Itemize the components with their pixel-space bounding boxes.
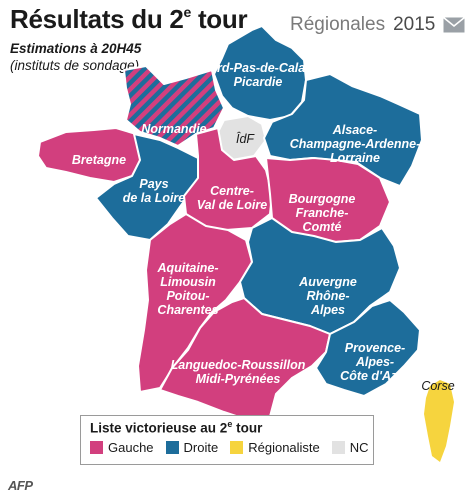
swatch-gauche xyxy=(90,441,103,454)
legend-title: Liste victorieuse au 2e tour xyxy=(90,419,262,436)
legend-label-nc: NC xyxy=(349,440,369,455)
region-corse[interactable] xyxy=(424,380,454,462)
legend-title-main: Liste victorieuse au 2 xyxy=(90,420,228,436)
label-picardie: Picardie xyxy=(234,75,283,89)
legend-label-regionaliste: Régionaliste xyxy=(248,440,320,455)
label-pays: Pays xyxy=(139,177,168,191)
label-corse: Corse xyxy=(421,379,454,393)
legend: Liste victorieuse au 2e tour Gauche Droi… xyxy=(80,415,374,465)
label-centre: Centre- xyxy=(210,184,254,198)
label-auvergne: Auvergne xyxy=(298,275,357,289)
label-charentes: Charentes xyxy=(157,303,218,317)
label-alsace: Alsace- xyxy=(332,123,377,137)
region-auvergne[interactable] xyxy=(239,217,401,335)
swatch-droite xyxy=(165,441,179,454)
title-suffix: tour xyxy=(191,4,248,34)
label-rhone: Rhône- xyxy=(306,289,349,303)
region-paca[interactable] xyxy=(315,299,421,397)
brand-name: Régionales xyxy=(290,14,386,35)
legend-title-suffix: tour xyxy=(232,420,263,436)
swatch-nc xyxy=(331,441,345,454)
label-alpes-paca: Alpes- xyxy=(355,355,394,369)
label-cote-d-azur: Côte d'Azur xyxy=(340,369,411,383)
label-comte: Comté xyxy=(303,220,342,234)
label-champagne-ardenne: Champagne-Ardenne- xyxy=(290,137,421,151)
label-normandie: Normandie xyxy=(141,122,206,136)
label-bourgogne: Bourgogne xyxy=(289,192,356,206)
region-centre[interactable] xyxy=(183,127,273,231)
subtitle-estimations: Estimations à 20H45 xyxy=(10,41,142,56)
legend-item-gauche: Gauche xyxy=(90,440,154,455)
label-aquitaine: Aquitaine- xyxy=(156,261,218,275)
title-main: Résultats du 2 xyxy=(10,4,184,34)
brand-header: Régionales 2015 xyxy=(290,14,465,36)
swatch-regionaliste xyxy=(230,441,244,454)
label-midi-pyrenees: Midi-Pyrénées xyxy=(196,372,281,386)
legend-items: Gauche Droite Régionaliste NC xyxy=(90,440,369,455)
mail-icon[interactable] xyxy=(443,17,465,33)
label-idf: ÎdF xyxy=(236,131,255,146)
brand-year: 2015 xyxy=(393,14,436,35)
label-franche: Franche- xyxy=(296,206,349,220)
region-languedoc[interactable] xyxy=(159,297,331,425)
region-labels: Nord-Pas-de-Calais Picardie Normandie Îd… xyxy=(72,61,455,393)
title-sup: e xyxy=(183,4,192,20)
legend-label-droite: Droite xyxy=(183,440,219,455)
afp-logo: AFP xyxy=(8,478,33,493)
subtitle-sources: (instituts de sondage) xyxy=(10,58,140,73)
label-bretagne: Bretagne xyxy=(72,153,126,167)
label-nord-pas-de-calais: Nord-Pas-de-Calais xyxy=(200,61,315,75)
legend-item-droite: Droite xyxy=(165,440,219,455)
label-de-la-loire: de la Loire xyxy=(123,191,186,205)
page-title: Résultats du 2e tour xyxy=(10,4,248,35)
label-alpes: Alpes xyxy=(310,303,345,317)
legend-label-gauche: Gauche xyxy=(108,440,154,455)
label-languedoc: Languedoc-Roussillon xyxy=(171,358,306,372)
label-poitou: Poitou- xyxy=(166,289,209,303)
label-val-de-loire: Val de Loire xyxy=(197,198,267,212)
legend-item-regionaliste: Régionaliste xyxy=(230,440,320,455)
label-lorraine: Lorraine xyxy=(330,151,380,165)
label-limousin: Limousin xyxy=(160,275,216,289)
legend-item-nc: NC xyxy=(331,440,369,455)
label-provence: Provence- xyxy=(345,341,405,355)
legend-title-sup: e xyxy=(227,419,233,429)
